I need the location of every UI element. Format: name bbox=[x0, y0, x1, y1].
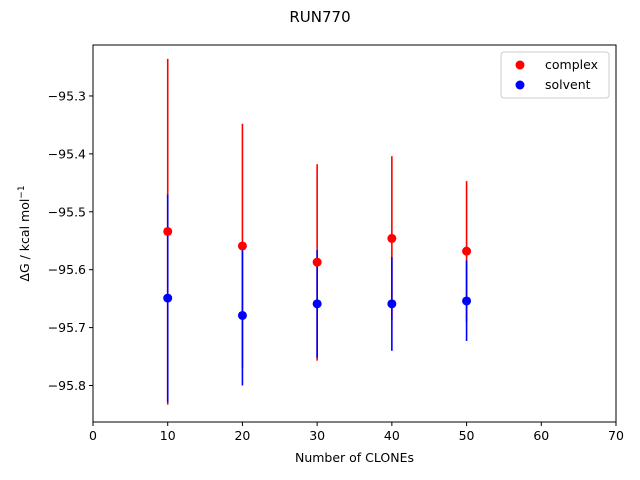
point-complex bbox=[387, 233, 397, 243]
legend-label-solvent: solvent bbox=[545, 77, 591, 92]
y-tick-label: −95.5 bbox=[48, 204, 86, 219]
y-axis-label: ΔG / kcal mol−1 bbox=[17, 185, 32, 281]
legend-label-complex: complex bbox=[545, 57, 598, 72]
y-tick-label: −95.7 bbox=[48, 320, 86, 335]
point-solvent bbox=[163, 293, 173, 303]
x-tick-label: 30 bbox=[309, 428, 325, 443]
y-tick-label: −95.3 bbox=[48, 88, 86, 103]
x-tick-label: 0 bbox=[89, 428, 97, 443]
point-complex bbox=[462, 246, 472, 256]
point-solvent bbox=[462, 296, 472, 306]
point-complex bbox=[237, 241, 247, 251]
point-solvent bbox=[312, 299, 322, 309]
legend-marker-solvent bbox=[515, 80, 525, 90]
y-axis: −95.3 −95.4 −95.5 −95.6 −95.7 −95.8 bbox=[48, 88, 93, 393]
point-complex bbox=[163, 226, 173, 236]
x-axis: 0 10 20 30 40 50 60 70 bbox=[89, 422, 624, 443]
point-solvent bbox=[237, 310, 247, 320]
legend-box bbox=[500, 51, 610, 99]
y-axis-label-superscript: −1 bbox=[17, 185, 27, 198]
legend-marker-complex bbox=[515, 60, 525, 70]
x-tick-label: 40 bbox=[384, 428, 400, 443]
point-complex bbox=[312, 257, 322, 267]
x-tick-label: 60 bbox=[533, 428, 549, 443]
legend: complex solvent bbox=[500, 51, 610, 99]
point-solvent bbox=[387, 299, 397, 309]
chart-title: RUN770 bbox=[289, 8, 350, 26]
x-tick-label: 20 bbox=[234, 428, 250, 443]
y-tick-label: −95.8 bbox=[48, 378, 86, 393]
points-layer bbox=[163, 226, 472, 320]
x-tick-label: 50 bbox=[459, 428, 475, 443]
x-tick-label: 10 bbox=[160, 428, 176, 443]
y-tick-label: −95.6 bbox=[48, 262, 86, 277]
x-axis-label: Number of CLONEs bbox=[295, 450, 414, 465]
plot-frame bbox=[92, 44, 617, 423]
y-tick-label: −95.4 bbox=[48, 146, 86, 161]
y-axis-label-main: ΔG / kcal mol bbox=[17, 199, 32, 282]
x-tick-label: 70 bbox=[608, 428, 624, 443]
